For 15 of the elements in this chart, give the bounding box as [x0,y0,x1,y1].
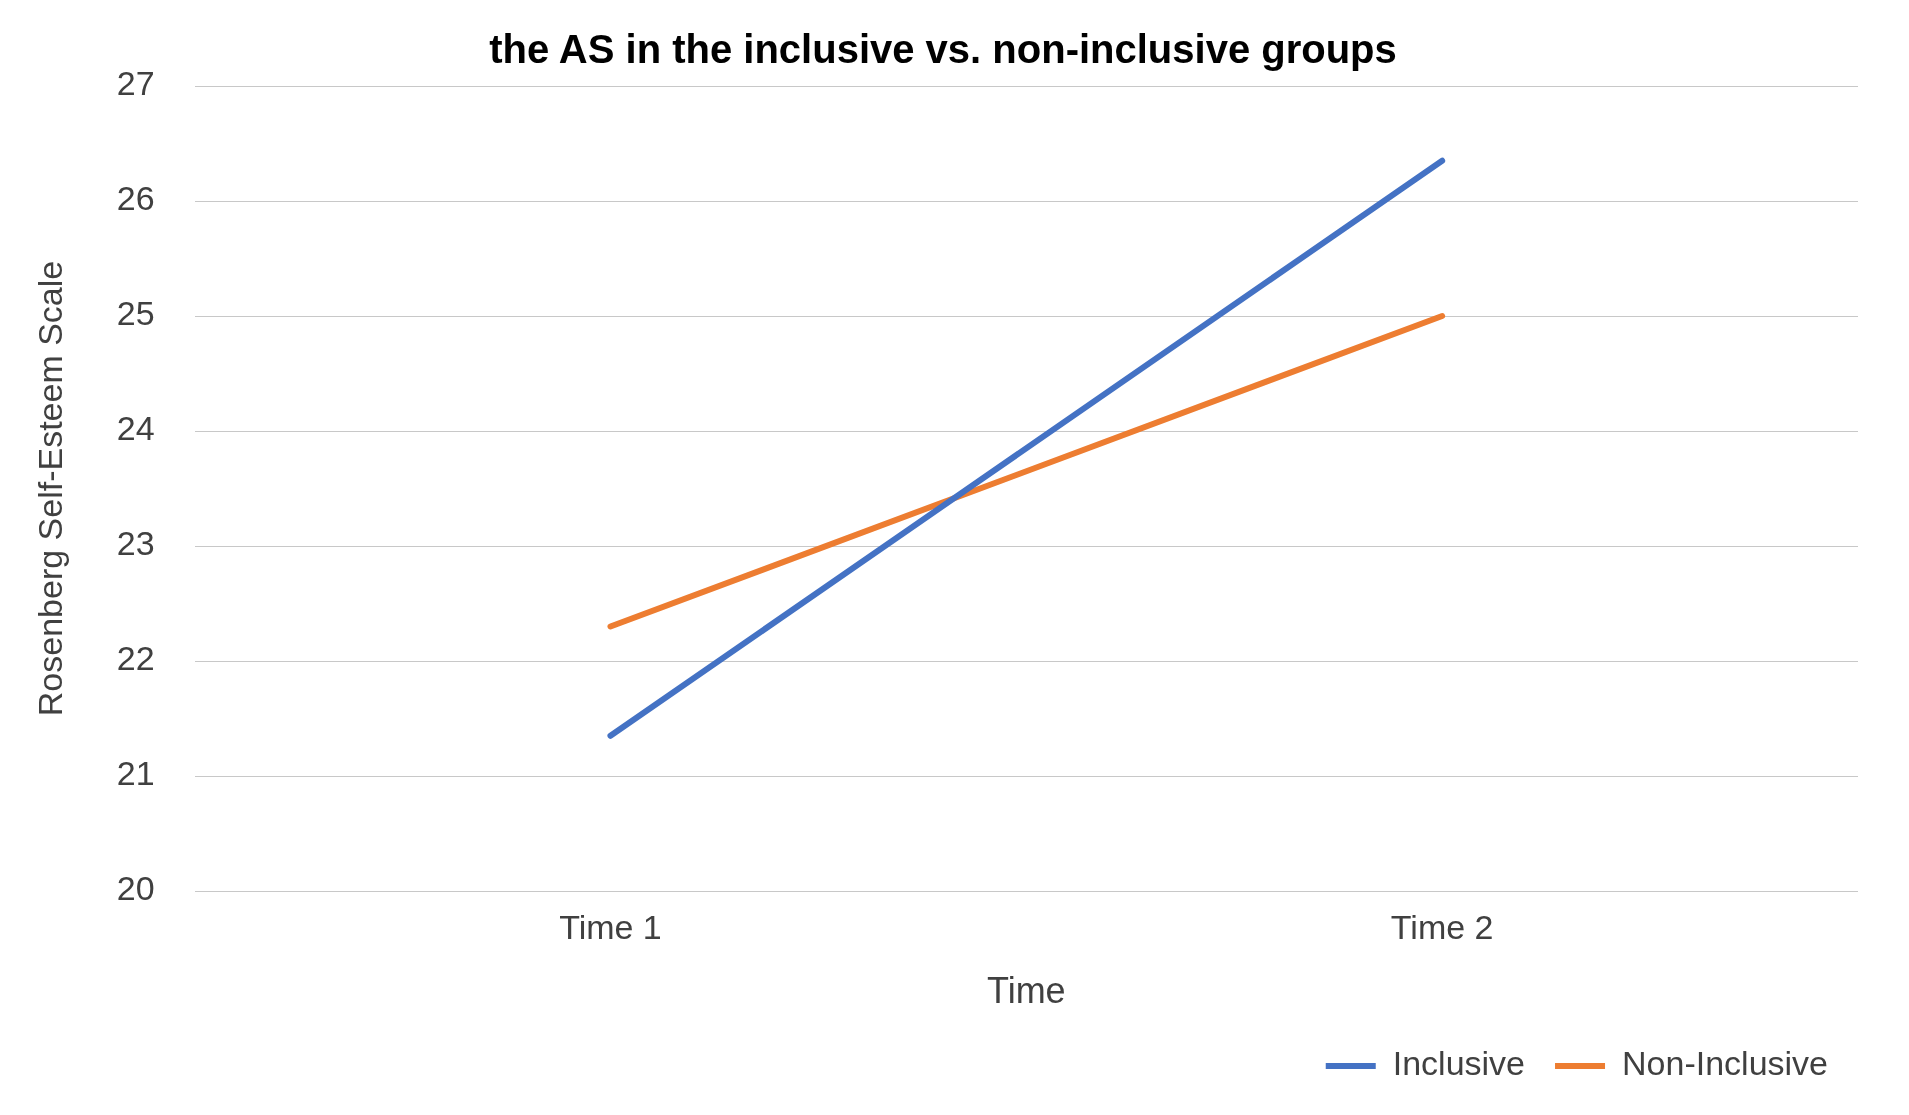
y-tick-label: 22 [116,639,155,678]
chart-title: the AS in the inclusive vs. non-inclusive groups [489,27,1397,72]
y-axis-title: Rosenberg Self-Esteem Scale [30,260,69,717]
y-tick-label: 25 [116,294,155,333]
y-tick-label: 27 [116,64,155,103]
x-tick-label: Time 2 [1390,907,1494,946]
legend-label: Non-Inclusive [1622,1044,1829,1083]
y-tick-label: 23 [116,524,155,563]
x-axis-title: Time [986,970,1066,1012]
y-tick-label: 24 [116,409,155,448]
y-tick-label: 20 [116,869,155,908]
x-tick-label: Time 1 [559,907,662,946]
y-tick-label: 26 [116,179,155,218]
legend-label: Inclusive [1392,1044,1526,1083]
y-tick-label: 21 [116,754,155,793]
